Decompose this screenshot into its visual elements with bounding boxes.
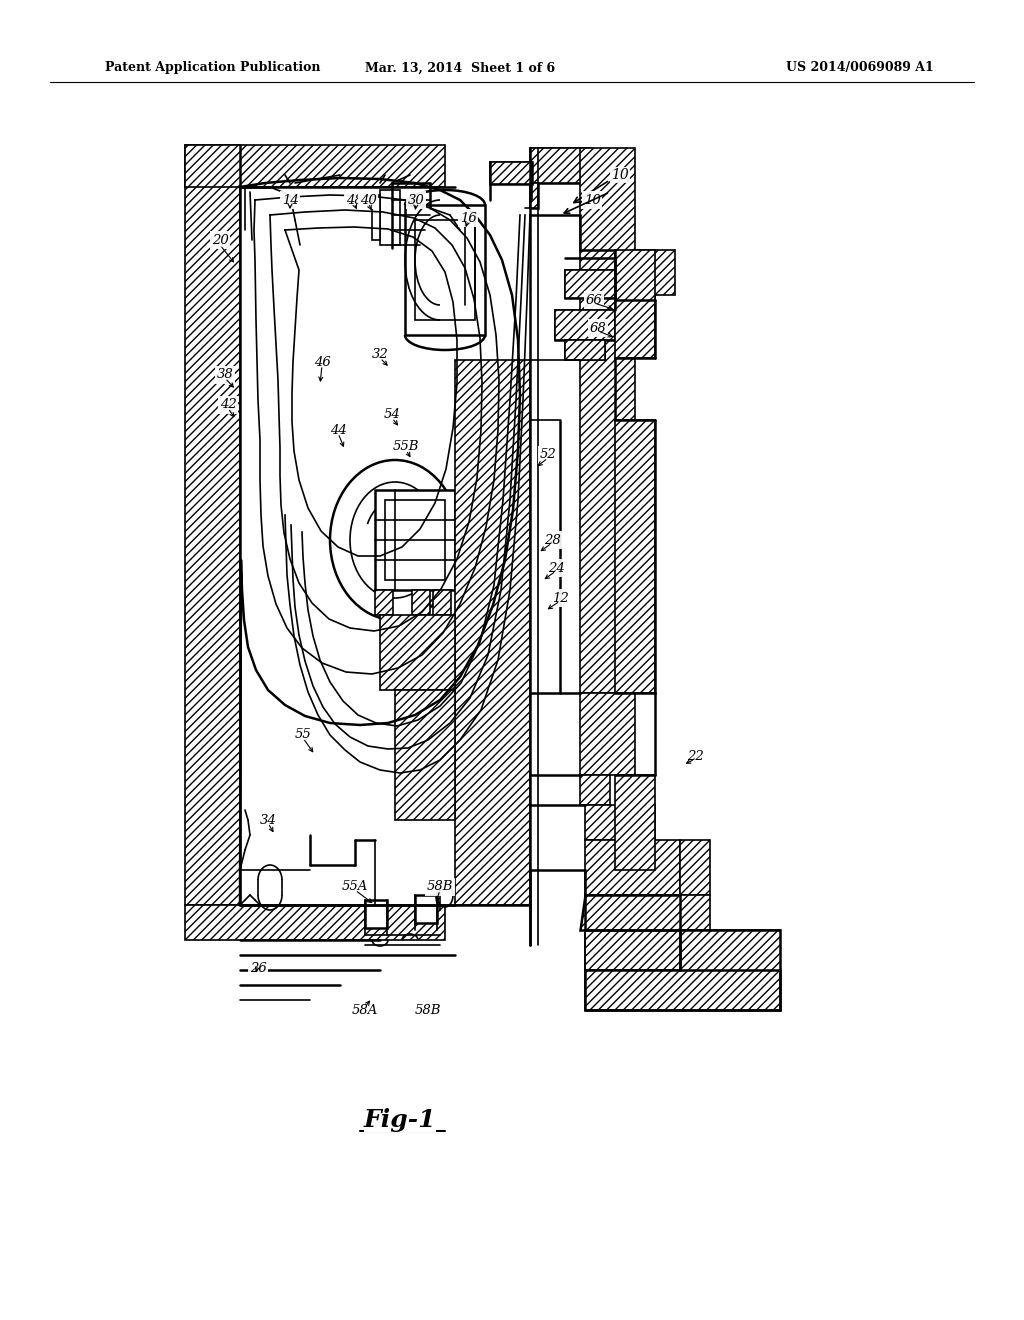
Text: 66: 66 [586,293,602,306]
Text: 32: 32 [372,348,388,362]
Text: 12: 12 [552,591,568,605]
Text: 42: 42 [219,399,237,412]
Bar [375,590,393,615]
Text: 20: 20 [212,234,228,247]
Bar [635,294,655,335]
Text: 14: 14 [282,194,298,206]
Bar [580,148,635,693]
Bar [530,183,538,209]
Polygon shape [580,895,780,1010]
Bar [455,360,530,906]
Bar [415,220,475,319]
Bar [680,840,710,895]
Bar [415,895,437,923]
Bar [580,775,610,805]
Text: 52: 52 [540,449,556,462]
Text: 38: 38 [217,368,233,381]
Text: 48: 48 [346,194,362,206]
Text: 55B: 55B [393,441,419,454]
Text: Fig-1: Fig-1 [364,1107,436,1133]
Bar [555,310,615,341]
Text: US 2014/0069089 A1: US 2014/0069089 A1 [786,62,934,74]
Text: 26: 26 [250,961,266,974]
Bar [585,840,680,895]
Text: 54: 54 [384,408,400,421]
Text: Mar. 13, 2014  Sheet 1 of 6: Mar. 13, 2014 Sheet 1 of 6 [365,62,555,74]
Bar [585,895,710,931]
Text: 44: 44 [330,424,346,437]
Bar [530,183,538,209]
Bar [395,690,455,820]
Text: 30: 30 [408,194,424,206]
Text: 58A: 58A [352,1003,378,1016]
Text: 28: 28 [544,533,560,546]
Bar [433,590,451,615]
Text: 58B: 58B [415,1003,441,1016]
Bar [530,148,590,183]
Bar [185,145,445,187]
Bar [372,195,380,240]
Text: 55: 55 [295,729,311,742]
Bar [375,490,455,590]
Bar [365,900,387,928]
Text: Patent Application Publication: Patent Application Publication [105,62,321,74]
Text: 58B: 58B [427,880,454,894]
Text: 10: 10 [611,168,629,182]
Bar [585,931,780,970]
Bar [185,906,445,940]
Text: 10: 10 [584,194,600,206]
Bar [555,310,615,341]
Bar [615,249,655,358]
Bar [385,500,445,579]
Text: 55A: 55A [342,880,369,894]
Bar [406,205,485,335]
Bar [582,183,590,209]
Text: 16: 16 [460,211,476,224]
Bar [582,183,590,209]
Text: 40: 40 [359,194,377,206]
Text: 46: 46 [313,355,331,368]
Text: 22: 22 [687,750,703,763]
Bar [490,162,532,183]
Bar [412,590,430,615]
Bar [490,162,532,183]
Bar [380,615,455,690]
Bar [615,775,655,870]
Text: 68: 68 [590,322,606,334]
Bar [185,145,240,906]
Bar [635,249,675,294]
Bar [565,271,615,298]
Bar [380,190,400,246]
Bar [565,341,605,360]
Bar [565,341,605,360]
Bar [615,420,655,693]
Bar [580,693,635,775]
Text: 34: 34 [260,813,276,826]
Bar [565,271,615,298]
Bar [530,148,590,183]
Bar [585,805,655,840]
Text: 24: 24 [548,561,564,574]
